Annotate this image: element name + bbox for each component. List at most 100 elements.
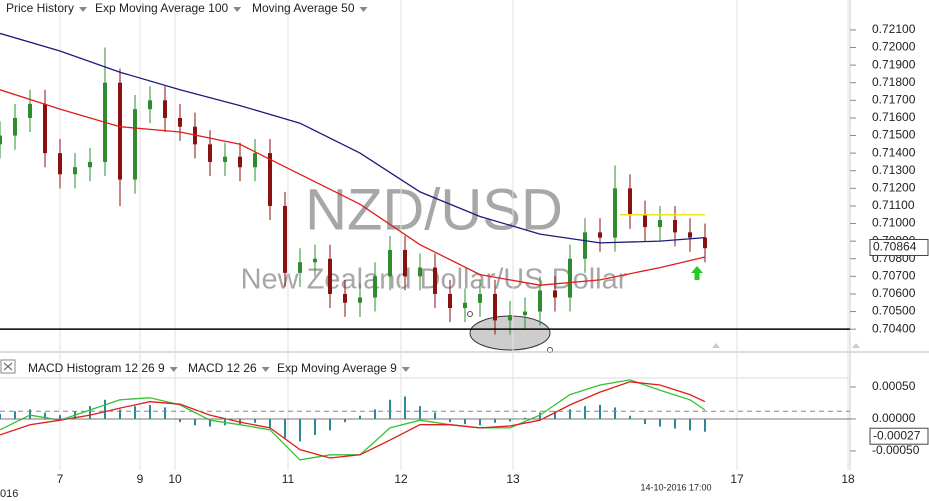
histogram-bar bbox=[419, 406, 421, 419]
candle-body bbox=[328, 258, 332, 294]
x-tick-label: 10 bbox=[168, 472, 182, 486]
candle-body bbox=[373, 276, 377, 298]
last-value-box bbox=[869, 427, 929, 445]
candle-body bbox=[403, 249, 407, 277]
legend-label[interactable]: Moving Average 50 bbox=[252, 1, 355, 15]
y-tick-label: 0.72000 bbox=[872, 40, 916, 54]
candle-body bbox=[658, 220, 662, 228]
dropdown-icon[interactable] bbox=[169, 367, 178, 372]
y-tick-label: 0.70600 bbox=[872, 286, 916, 300]
legend-label[interactable]: Exp Moving Average 100 bbox=[95, 1, 229, 15]
candle-body bbox=[523, 311, 527, 316]
histogram-bar bbox=[299, 418, 301, 442]
candle-body bbox=[703, 237, 707, 249]
timestamp: 14-10-2016 17:00 bbox=[640, 482, 711, 492]
candle-body bbox=[133, 109, 137, 180]
histogram-bar bbox=[164, 407, 166, 419]
close-icon bbox=[3, 362, 13, 371]
histogram-bar bbox=[464, 418, 466, 425]
candle-body bbox=[583, 232, 587, 259]
candle-body bbox=[508, 315, 512, 321]
candle-body bbox=[43, 103, 47, 154]
histogram-bar bbox=[644, 418, 646, 425]
histogram-bar bbox=[179, 418, 181, 423]
candle-body bbox=[433, 267, 437, 294]
candle-body bbox=[58, 153, 62, 175]
x-tick-label: 17 bbox=[730, 472, 744, 486]
histogram-bar bbox=[569, 409, 571, 419]
histogram-bar bbox=[0, 413, 1, 419]
histogram-bar bbox=[524, 417, 526, 419]
histogram-bar bbox=[29, 409, 31, 419]
y-tick-label: 0.71400 bbox=[872, 145, 916, 159]
dropdown-icon[interactable] bbox=[79, 7, 88, 12]
candle-body bbox=[88, 161, 92, 168]
histogram-bar bbox=[389, 399, 391, 419]
candle-body bbox=[268, 153, 272, 206]
candle-body bbox=[643, 214, 647, 228]
candle-body bbox=[613, 188, 617, 238]
histogram-bar bbox=[149, 404, 151, 419]
last-value-label: -0.00027 bbox=[873, 428, 921, 442]
y-tick-label: 0.70500 bbox=[872, 304, 916, 318]
y-tick-label: 0.72100 bbox=[872, 22, 916, 36]
candle-body bbox=[538, 290, 542, 312]
x-tick-label: 13 bbox=[506, 472, 520, 486]
candle-body bbox=[28, 103, 32, 118]
y-tick-label: 0.70400 bbox=[872, 321, 916, 335]
candle-body bbox=[553, 290, 557, 298]
histogram-bar bbox=[599, 404, 601, 419]
histogram-bar bbox=[509, 418, 511, 422]
y-tick-label: 0.71700 bbox=[872, 93, 916, 107]
histogram-bar bbox=[689, 418, 691, 431]
histogram-bar bbox=[704, 418, 706, 432]
histogram-bar bbox=[269, 418, 271, 429]
y-tick-label: 0.71300 bbox=[872, 163, 916, 177]
dropdown-icon[interactable] bbox=[261, 367, 270, 372]
candle-body bbox=[628, 188, 632, 215]
legend-label[interactable]: Price History bbox=[6, 1, 74, 15]
histogram-bar bbox=[404, 396, 406, 419]
legend-label[interactable]: Exp Moving Average 9 bbox=[277, 361, 397, 375]
x-tick-label: 7 bbox=[57, 472, 64, 486]
histogram-bar bbox=[194, 418, 196, 426]
x-tick-label: 9 bbox=[137, 472, 144, 486]
line-series bbox=[0, 32, 706, 244]
histogram-bar bbox=[674, 418, 676, 429]
x-tick-label: 12 bbox=[394, 472, 408, 486]
histogram-bar bbox=[89, 406, 91, 419]
histogram-bar bbox=[14, 411, 16, 419]
histogram-bar bbox=[449, 418, 451, 423]
histogram-bar bbox=[254, 418, 256, 423]
histogram-bar bbox=[344, 418, 346, 423]
candle-body bbox=[0, 135, 2, 145]
histogram-bar bbox=[554, 411, 556, 419]
candle-body bbox=[673, 220, 677, 233]
line-series bbox=[0, 381, 706, 459]
histogram-bar bbox=[629, 415, 631, 419]
histogram-bar bbox=[479, 418, 481, 426]
dropdown-icon[interactable] bbox=[359, 7, 368, 12]
y-tick-label: 0.00000 bbox=[872, 411, 916, 425]
candle-body bbox=[223, 156, 227, 162]
y-tick-label: 0.71600 bbox=[872, 110, 916, 124]
legend-label[interactable]: MACD 12 26 bbox=[188, 361, 257, 375]
histogram-bar bbox=[374, 409, 376, 419]
candle-body bbox=[163, 100, 167, 118]
candle-body bbox=[283, 205, 287, 273]
last-value-label: 0.70864 bbox=[873, 240, 917, 254]
marker bbox=[467, 311, 473, 317]
y-tick-label: 0.70700 bbox=[872, 269, 916, 283]
histogram-bar bbox=[59, 415, 61, 419]
candle-body bbox=[148, 100, 152, 110]
dropdown-icon[interactable] bbox=[401, 367, 410, 372]
dropdown-icon[interactable] bbox=[233, 7, 242, 12]
legend-label[interactable]: MACD Histogram 12 26 9 bbox=[28, 361, 165, 375]
candle-body bbox=[73, 167, 77, 175]
histogram-bar bbox=[329, 418, 331, 431]
y-tick-label: -0.00050 bbox=[872, 443, 920, 457]
histogram-bar bbox=[44, 412, 46, 419]
histogram-bar bbox=[104, 399, 106, 419]
